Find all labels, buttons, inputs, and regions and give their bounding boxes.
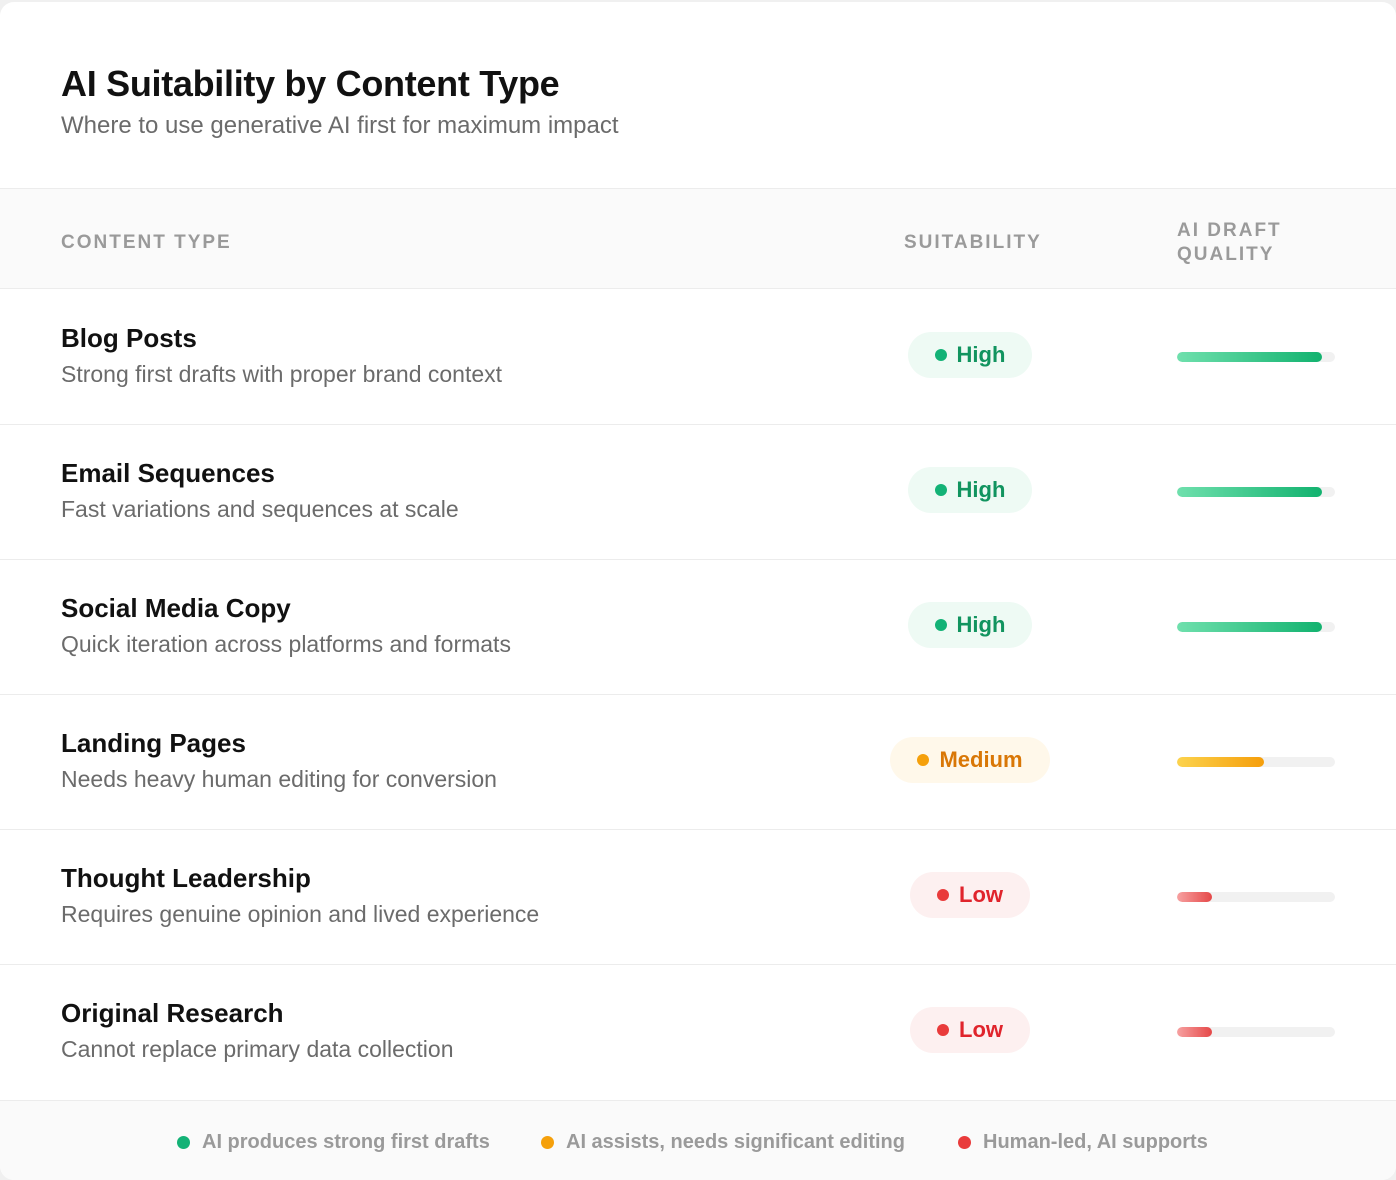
suitability-label: High xyxy=(956,612,1006,637)
row-description: Strong first drafts with proper brand co… xyxy=(61,361,503,387)
row-title: Thought Leadership xyxy=(61,863,311,893)
suitability-label: Low xyxy=(959,882,1003,907)
quality-bar-fill xyxy=(1177,622,1323,632)
table-header: CONTENT TYPE SUITABILITY AI DRAFT QUALIT… xyxy=(0,188,1396,289)
legend-item-medium: AI assists, needs significant editing xyxy=(541,1129,905,1155)
quality-bar-track xyxy=(1177,892,1335,902)
table-row: Thought Leadership Requires genuine opin… xyxy=(0,830,1396,965)
row-title: Email Sequences xyxy=(61,458,275,488)
legend-dot-icon xyxy=(541,1135,554,1149)
table-row: Original Research Cannot replace primary… xyxy=(0,965,1396,1100)
table-row: Blog Posts Strong first drafts with prop… xyxy=(0,290,1396,425)
row-title: Original Research xyxy=(61,998,284,1028)
column-header-suitability: SUITABILITY xyxy=(904,232,1042,253)
table-row: Email Sequences Fast variations and sequ… xyxy=(0,425,1396,560)
row-description: Cannot replace primary data collection xyxy=(61,1036,454,1062)
suitability-badge: Low xyxy=(910,872,1030,918)
suitability-badge: High xyxy=(908,332,1032,378)
status-dot-icon xyxy=(934,349,947,361)
quality-bar-track xyxy=(1177,352,1335,362)
column-header-ai-draft-quality: AI DRAFT QUALITY xyxy=(1177,220,1282,265)
quality-bar-fill xyxy=(1177,892,1212,902)
column-header-content-type: CONTENT TYPE xyxy=(61,232,232,253)
suitability-label: High xyxy=(956,342,1006,367)
legend-item-low: Human-led, AI supports xyxy=(958,1129,1208,1155)
quality-bar-fill xyxy=(1177,757,1264,767)
row-description: Needs heavy human editing for conversion xyxy=(61,766,497,792)
legend-label: AI produces strong first drafts xyxy=(202,1131,490,1153)
page-subtitle: Where to use generative AI first for max… xyxy=(61,112,619,139)
row-title: Landing Pages xyxy=(61,728,246,758)
status-dot-icon xyxy=(937,1024,949,1036)
table-row: Landing Pages Needs heavy human editing … xyxy=(0,695,1396,830)
row-title: Social Media Copy xyxy=(61,593,291,623)
card-header: AI Suitability by Content Type Where to … xyxy=(0,2,1396,190)
suitability-badge: High xyxy=(908,602,1032,648)
status-dot-icon xyxy=(934,484,947,496)
status-dot-icon xyxy=(937,889,949,901)
row-description: Requires genuine opinion and lived exper… xyxy=(61,901,540,927)
quality-bar-fill xyxy=(1177,352,1323,362)
row-title: Blog Posts xyxy=(61,323,197,353)
row-description: Quick iteration across platforms and for… xyxy=(61,631,511,657)
suitability-badge: Medium xyxy=(890,737,1050,783)
legend-item-high: AI produces strong first drafts xyxy=(177,1129,490,1155)
legend: AI produces strong first drafts AI assis… xyxy=(0,1100,1396,1180)
status-dot-icon xyxy=(917,754,930,766)
quality-bar-fill xyxy=(1177,487,1323,497)
legend-dot-icon xyxy=(958,1135,971,1149)
quality-bar-track xyxy=(1177,622,1335,632)
suitability-badge: Low xyxy=(910,1007,1030,1053)
suitability-label: Low xyxy=(959,1017,1003,1042)
table-row: Social Media Copy Quick iteration across… xyxy=(0,560,1396,695)
suitability-label: Medium xyxy=(939,747,1023,772)
suitability-label: High xyxy=(956,477,1006,502)
status-dot-icon xyxy=(934,619,947,631)
legend-label: Human-led, AI supports xyxy=(983,1131,1208,1153)
quality-bar-fill xyxy=(1177,1027,1212,1037)
row-description: Fast variations and sequences at scale xyxy=(61,496,459,522)
suitability-badge: High xyxy=(908,467,1032,513)
quality-bar-track xyxy=(1177,757,1335,767)
quality-bar-track xyxy=(1177,487,1335,497)
quality-bar-track xyxy=(1177,1027,1335,1037)
legend-label: AI assists, needs significant editing xyxy=(566,1131,905,1153)
page-title: AI Suitability by Content Type xyxy=(61,63,560,104)
legend-dot-icon xyxy=(177,1135,190,1149)
